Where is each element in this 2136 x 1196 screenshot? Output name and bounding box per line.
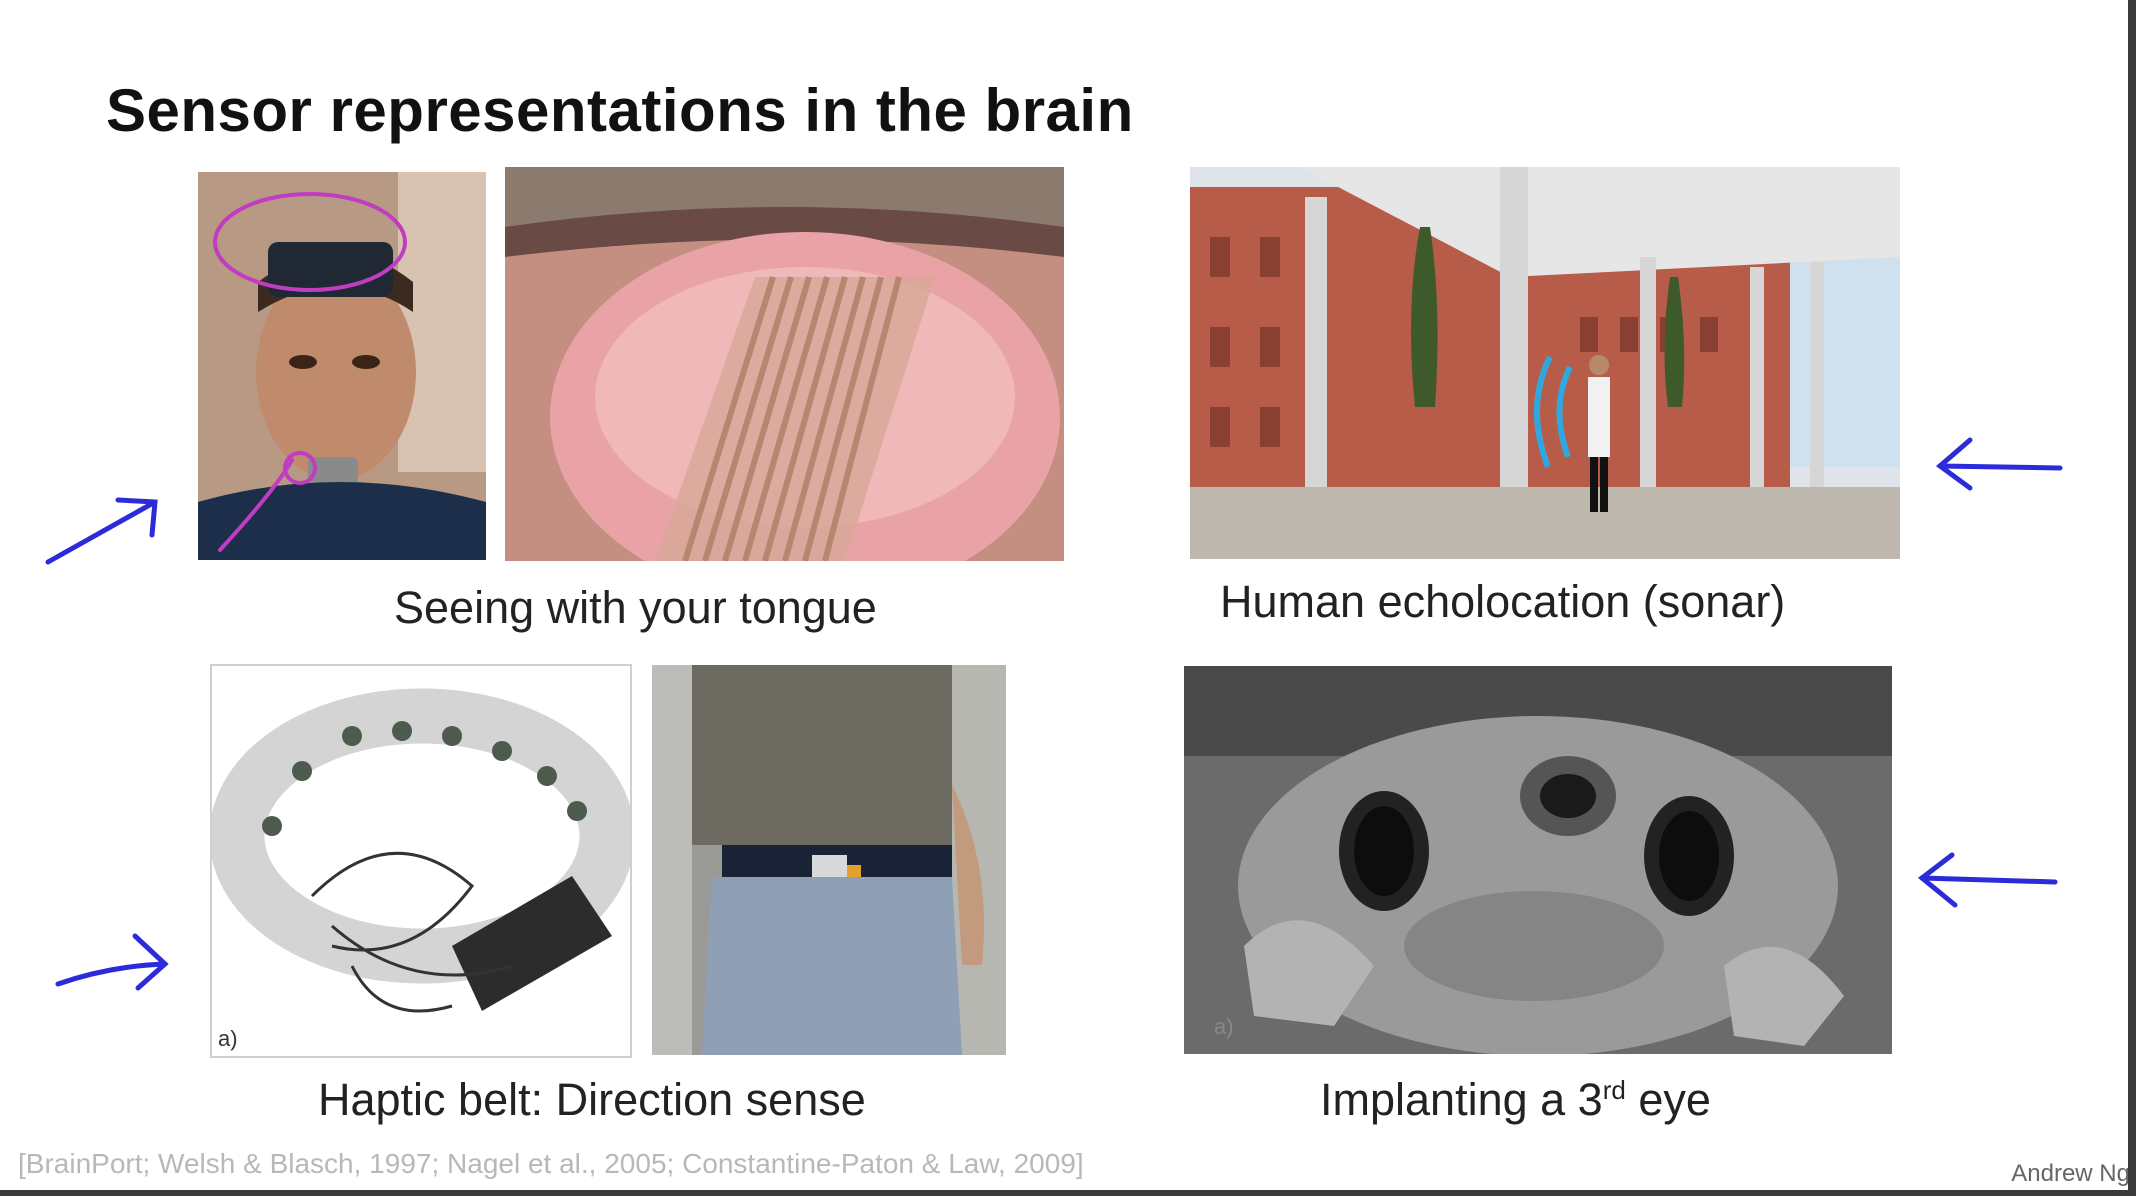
photo-person-wearing-belt xyxy=(652,665,1006,1055)
arrow-annotation-icon xyxy=(55,933,169,991)
caption-third-eye-prefix: Implanting a 3 xyxy=(1320,1074,1603,1125)
panel-label: a) xyxy=(218,1026,238,1051)
photo-man-with-brainport xyxy=(198,172,486,560)
caption-seeing-with-tongue: Seeing with your tongue xyxy=(394,582,877,633)
sound-wave-icon xyxy=(1534,355,1573,469)
arrow-annotation-icon xyxy=(1917,852,2058,908)
caption-human-echolocation: Human echolocation (sonar) xyxy=(1220,576,1786,627)
citation: [BrainPort; Welsh & Blasch, 1997; Nagel … xyxy=(18,1148,1084,1179)
panel-label: a) xyxy=(1214,1014,1234,1039)
caption-third-eye-superscript: rd xyxy=(1602,1075,1626,1105)
window-edge xyxy=(2128,0,2136,1196)
caption-third-eye-suffix: eye xyxy=(1625,1074,1711,1125)
window-edge xyxy=(0,1190,2136,1196)
arrow-annotation-icon xyxy=(45,497,158,565)
drawing-haptic-belt: a) xyxy=(210,664,632,1058)
caption-third-eye: Implanting a 3rd eye xyxy=(1320,1074,1711,1126)
author-name: Andrew Ng xyxy=(2011,1160,2130,1187)
photo-echolocation-scene xyxy=(1190,167,1900,559)
slide-title: Sensor representations in the brain xyxy=(106,77,1134,144)
caption-haptic-belt: Haptic belt: Direction sense xyxy=(318,1074,866,1125)
photo-tongue-electrode-array xyxy=(505,167,1064,561)
arrow-annotation-icon xyxy=(1935,437,2063,491)
circle-annotation-icon xyxy=(213,192,407,552)
photo-frog-third-eye: a) xyxy=(1184,666,1892,1054)
